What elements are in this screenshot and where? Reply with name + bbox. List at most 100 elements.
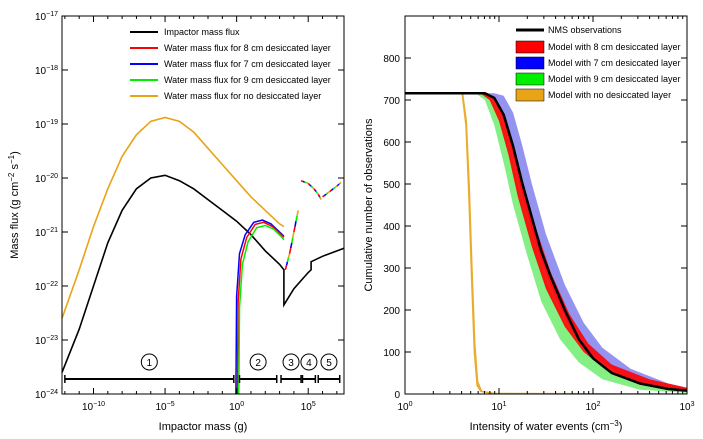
large-impactor-water-flux-dash xyxy=(294,221,297,227)
large-impactor-water-flux-dash xyxy=(336,184,339,187)
large-impactor-water-flux-dash xyxy=(288,248,292,254)
large-impactor-water-flux-dash xyxy=(293,226,296,233)
right-x-tick-label: 102 xyxy=(585,401,600,413)
left-y-tick-label: 10−20 xyxy=(35,173,58,185)
large-impactor-water-flux-dash xyxy=(307,182,311,186)
large-impactor-water-flux-dash xyxy=(329,189,332,193)
nms-observations-line xyxy=(405,92,688,392)
left-x-tick-label: 10−5 xyxy=(156,401,175,413)
large-impactor-water-flux-dash xyxy=(295,215,298,222)
left-y-tick-label: 10−17 xyxy=(35,11,58,23)
left-plot-frame xyxy=(61,15,345,395)
range-number-label: 5 xyxy=(326,358,332,369)
left-y-tick-label: 10−19 xyxy=(35,119,58,131)
left-y-tick-label: 10−22 xyxy=(35,281,58,293)
left-y-tick-label: 10−18 xyxy=(35,65,58,77)
range-number-label: 1 xyxy=(147,358,153,369)
left-y-tick-label: 10−21 xyxy=(35,227,58,239)
right-plot-frame xyxy=(404,15,688,395)
left-legend: Impactor mass flux Water mass flux for 8… xyxy=(130,27,331,101)
large-impactor-water-flux-dash xyxy=(284,265,288,271)
range-number-label: 2 xyxy=(255,358,261,369)
range-number-circle xyxy=(282,353,300,371)
large-impactor-water-flux-dash xyxy=(306,181,309,185)
large-impactor-water-flux-dash xyxy=(296,210,299,216)
range-number-label: 4 xyxy=(306,358,312,369)
right-y-tick-label: 500 xyxy=(383,180,400,191)
large-impactor-water-flux-dash xyxy=(327,190,331,194)
large-impactor-water-flux-dash xyxy=(287,253,291,258)
large-impactor-water-flux-dash xyxy=(318,195,321,198)
range-number-label: 3 xyxy=(288,358,294,369)
large-impactor-water-flux-dash xyxy=(302,180,305,183)
range-number-circle xyxy=(249,353,267,371)
left-y-tick-label: 10−24 xyxy=(35,389,58,401)
left-y-axis-label: Mass flux (g cm−2 s−1) xyxy=(7,151,21,259)
left-axis-ticks: 10−10 10−5 100 105 10−17 10−18 10−19 10−20 10−21… xyxy=(35,11,344,413)
left-series-layer xyxy=(61,116,345,395)
left-x-tick-label: 100 xyxy=(229,401,244,413)
large-impactor-water-flux-dash xyxy=(317,193,320,196)
large-impactor-water-flux-dash xyxy=(285,261,289,267)
right-y-tick-label: 200 xyxy=(383,306,400,317)
large-impactor-water-flux-dash xyxy=(291,237,294,243)
model-band-7-cm xyxy=(405,93,687,391)
legend-label-7cm: Water mass flux for 7 cm desiccated laye… xyxy=(164,59,331,69)
right-y-tick-label: 100 xyxy=(383,348,400,359)
legend-swatch-model-none xyxy=(515,88,545,102)
large-impactor-water-flux-dash xyxy=(338,182,341,185)
large-impactor-water-flux-dash xyxy=(286,257,290,262)
large-impactor-water-flux-dash xyxy=(339,181,342,184)
legend-swatch-model-9cm xyxy=(515,72,545,86)
legend-label-model-7cm: Model with 7 cm desiccated layer xyxy=(548,58,681,68)
large-impactor-water-flux-dash xyxy=(331,188,334,191)
right-series-layer xyxy=(405,92,688,395)
water-flux-line-8cm xyxy=(236,221,285,395)
right-y-tick-label: 600 xyxy=(383,138,400,149)
left-x-axis-label: Impactor mass (g) xyxy=(159,421,248,433)
range-number-circle xyxy=(140,353,158,371)
legend-label-impactor: Impactor mass flux xyxy=(164,27,240,37)
legend-label-8cm: Water mass flux for 8 cm desiccated laye… xyxy=(164,43,331,53)
right-x-tick-label: 101 xyxy=(491,401,506,413)
large-impactor-water-flux-dash xyxy=(289,242,293,249)
large-impactor-water-flux-dash xyxy=(325,192,329,195)
left-x-tick-label: 10−10 xyxy=(82,401,105,413)
range-number-circle xyxy=(320,353,338,371)
large-impactor-water-flux-dash xyxy=(300,179,304,183)
large-impactor-water-flux-dash xyxy=(292,231,295,238)
large-impactor-water-flux-dash xyxy=(334,185,338,189)
no-desiccated-flux-line xyxy=(61,116,285,319)
right-y-tick-label: 0 xyxy=(394,390,400,401)
range-number-circle xyxy=(300,353,318,371)
legend-label-none: Water mass flux for no desiccated layer xyxy=(164,91,321,101)
water-flux-line-9cm xyxy=(238,224,285,395)
left-y-tick-label: 10−23 xyxy=(35,335,58,347)
right-y-tick-label: 300 xyxy=(383,264,400,275)
right-x-axis-label: Intensity of water events (cm−3) xyxy=(470,419,623,433)
large-impactor-water-flux-dash xyxy=(310,185,314,189)
large-impactor-water-flux-dash xyxy=(309,184,312,187)
large-impactor-water-flux-dash xyxy=(313,188,316,191)
legend-label-9cm: Water mass flux for 9 cm desiccated laye… xyxy=(164,75,331,85)
large-impactor-water-flux-dash xyxy=(318,196,322,199)
left-x-tick-label: 105 xyxy=(301,401,316,413)
legend-label-observations: NMS observations xyxy=(548,25,622,35)
legend-label-model-9cm: Model with 9 cm desiccated layer xyxy=(548,74,681,84)
large-impactor-water-flux-dash xyxy=(304,181,307,184)
large-impactor-water-flux-dash xyxy=(337,183,340,186)
impactor-ranges: 1 2 3 4 5 xyxy=(64,353,341,383)
left-chart: 10−10 10−5 100 105 10−17 10−18 10−19 10−20 10−21… xyxy=(7,11,345,433)
right-y-tick-label: 700 xyxy=(383,96,400,107)
legend-label-model-8cm: Model with 8 cm desiccated layer xyxy=(548,42,681,52)
large-impactor-water-flux-dash xyxy=(332,186,336,190)
large-impactor-water-flux-dash xyxy=(319,197,322,200)
impactor-flux-line xyxy=(61,174,345,373)
water-flux-line-7cm xyxy=(235,219,285,395)
right-x-tick-label: 100 xyxy=(397,401,412,413)
large-impactor-water-flux-dash xyxy=(314,189,317,193)
large-impactor-water-flux-dash xyxy=(322,194,325,198)
